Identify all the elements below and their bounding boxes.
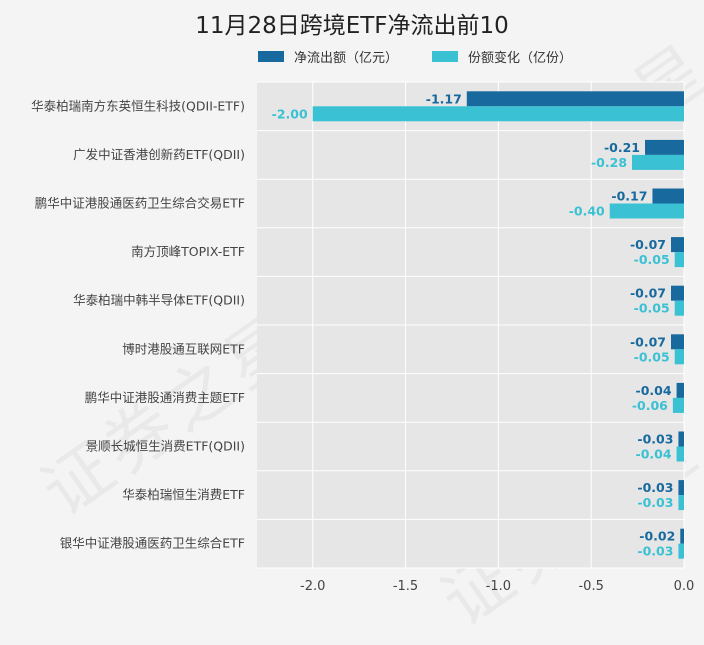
category-label: 银华中证港股通医药卫生综合ETF [60, 536, 245, 551]
share-change-bar [678, 543, 684, 559]
category-label: 广发中证香港创新药ETF(QDII) [73, 147, 245, 162]
net-outflow-bar [652, 188, 684, 204]
legend-item-share: 份额变化（亿份） [432, 47, 572, 66]
share-change-data-label: -0.40 [569, 204, 605, 219]
net-outflow-data-label: -0.03 [637, 432, 673, 447]
share-change-bar [609, 203, 684, 219]
category-label: 鹏华中证港股通消费主题ETF [85, 390, 245, 405]
share-change-data-label: -0.05 [634, 301, 670, 316]
net-outflow-bar [671, 285, 684, 301]
category-label: 鹏华中证港股通医药卫生综合交易ETF [35, 196, 245, 211]
x-tick-label: 0.0 [674, 579, 695, 594]
legend-swatch-share [432, 50, 459, 62]
share-change-data-label: -0.05 [634, 349, 670, 364]
category-label: 南方顶峰TOPIX-ETF [131, 244, 245, 259]
share-change-bar [674, 349, 684, 365]
net-outflow-data-label: -0.17 [611, 189, 647, 204]
net-outflow-bar [671, 334, 684, 350]
share-change-data-label: -0.03 [637, 544, 673, 559]
share-change-bar [312, 106, 684, 122]
share-change-data-label: -0.03 [637, 495, 673, 510]
net-outflow-bar [676, 382, 684, 398]
net-outflow-data-label: -0.03 [637, 480, 673, 495]
net-outflow-data-label: -0.07 [630, 237, 666, 252]
net-outflow-bar [645, 139, 684, 155]
share-change-data-label: -0.06 [632, 398, 668, 413]
share-change-bar [672, 397, 684, 413]
category-label: 景顺长城恒生消费ETF(QDII) [86, 439, 245, 454]
net-outflow-data-label: -0.21 [604, 140, 640, 155]
share-change-data-label: -0.04 [636, 447, 672, 462]
share-change-data-label: -2.00 [272, 106, 308, 121]
net-outflow-bar [678, 431, 684, 447]
category-label: 博时港股通互联网ETF [122, 341, 245, 356]
legend: 净流出额（亿元） 份额变化（亿份） [258, 47, 606, 66]
net-outflow-data-label: -0.07 [630, 334, 666, 349]
share-change-bar [674, 252, 684, 268]
legend-swatch-flow [258, 50, 284, 62]
net-outflow-bar [678, 480, 684, 496]
category-label: 华泰柏瑞中韩半导体ETF(QDII) [73, 293, 245, 308]
net-outflow-data-label: -0.07 [630, 286, 666, 301]
net-outflow-bar [466, 91, 684, 107]
share-change-data-label: -0.05 [634, 252, 670, 267]
bar-chart: -2.0 -1.5 -1.0 -0.5 0.0 华泰柏瑞南方东英恒生科技(QDII-ETF… [31, 81, 695, 594]
net-outflow-bar [671, 237, 684, 253]
x-tick-label: -0.5 [578, 579, 603, 594]
share-change-bar [632, 154, 684, 170]
category-label: 华泰柏瑞恒生消费ETF [122, 487, 245, 502]
net-outflow-bar [680, 528, 684, 544]
legend-label-share: 份额变化（亿份） [468, 50, 573, 66]
category-label: 华泰柏瑞南方东英恒生科技(QDII-ETF) [31, 98, 245, 113]
share-change-bar [676, 446, 684, 462]
share-change-data-label: -0.28 [591, 155, 627, 170]
x-tick-label: -1.0 [486, 579, 511, 594]
legend-item-flow: 净流出额（亿元） [258, 47, 398, 66]
x-tick-label: -2.0 [300, 579, 325, 594]
share-change-bar [678, 495, 684, 511]
net-outflow-data-label: -1.17 [426, 91, 462, 106]
net-outflow-data-label: -0.02 [639, 529, 675, 544]
legend-label-flow: 净流出额（亿元） [294, 50, 399, 66]
chart-title: 11月28日跨境ETF净流出前10 [195, 13, 509, 39]
net-outflow-data-label: -0.04 [636, 383, 672, 398]
x-tick-label: -1.5 [393, 579, 418, 594]
share-change-bar [674, 300, 684, 316]
